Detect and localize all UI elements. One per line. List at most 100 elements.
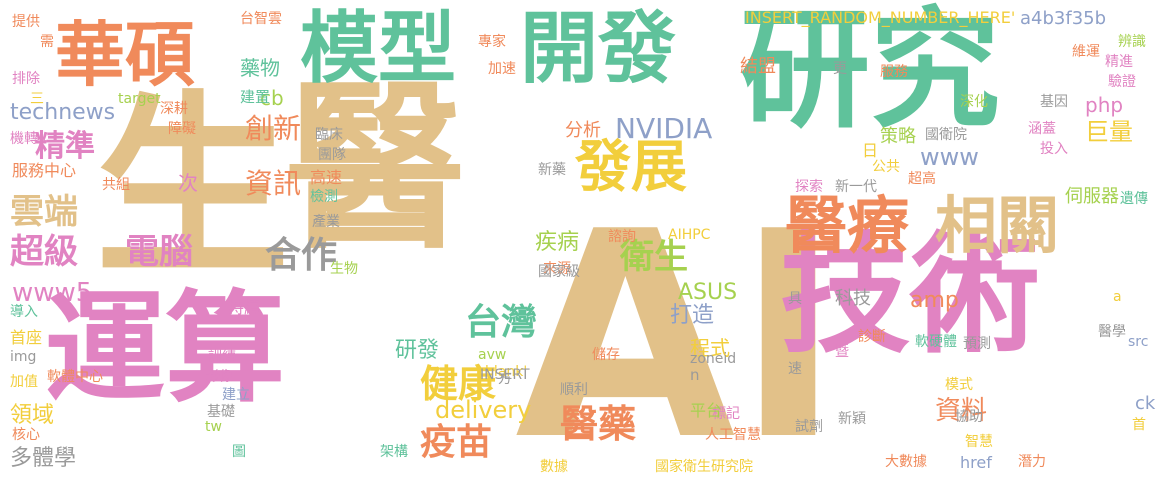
cloud-word: 具 xyxy=(788,291,802,307)
cloud-word: AI xyxy=(515,171,842,482)
cloud-word: 團隊 xyxy=(318,147,346,163)
cloud-word: 超級 xyxy=(10,232,78,272)
cloud-word: 疾病 xyxy=(535,230,580,255)
cloud-word: amp xyxy=(910,288,959,313)
cloud-word: php xyxy=(1085,93,1124,117)
cloud-word: img xyxy=(10,349,37,365)
cloud-word: 核心 xyxy=(12,427,40,443)
cloud-word: 協助 xyxy=(955,409,983,425)
cloud-word: 影像 xyxy=(205,369,233,385)
cloud-word: a4b3f35b xyxy=(1020,8,1107,29)
cloud-word: 試劑 xyxy=(795,419,823,435)
cloud-word: www5 xyxy=(12,278,93,308)
cloud-word: 開發 xyxy=(520,4,677,94)
cloud-word: 軟硬體 xyxy=(915,334,957,350)
cloud-word: NVIDIA xyxy=(615,112,713,145)
cloud-word: 研究 xyxy=(740,0,1001,146)
cloud-word: 探索 xyxy=(795,179,823,195)
cloud-word: technews xyxy=(10,100,116,125)
cloud-word: 伺服器 xyxy=(1065,186,1119,207)
cloud-word: 國家級 xyxy=(538,264,580,280)
cloud-word: www xyxy=(920,143,979,171)
cloud-word: 服務中心 xyxy=(12,161,77,180)
cloud-word: 架構 xyxy=(380,444,408,460)
cloud-word: 醫療 xyxy=(785,189,910,262)
cloud-word: 建立 xyxy=(222,387,250,403)
cloud-word: 新一代 xyxy=(835,179,877,195)
cloud-word: cb xyxy=(260,86,284,110)
cloud-word: 領域 xyxy=(10,403,55,428)
cloud-word: 資訊 xyxy=(245,167,302,200)
cloud-word: 速 xyxy=(788,361,802,377)
cloud-word: 超高 xyxy=(908,171,936,187)
cloud-word: 發展 xyxy=(575,135,687,200)
cloud-word: 諮詢 xyxy=(608,229,636,245)
cloud-word: 智慧 xyxy=(965,434,993,450)
cloud-word: 模式 xyxy=(945,377,973,393)
cloud-word: 訓練 xyxy=(208,349,236,365)
cloud-word: 精準 xyxy=(35,129,95,164)
cloud-word: 專家 xyxy=(478,34,506,50)
cloud-word: 維運 xyxy=(1072,44,1100,60)
cloud-word: 精進 xyxy=(1105,54,1133,70)
cloud-word: 國衛院 xyxy=(925,127,967,143)
cloud-word: 產業 xyxy=(312,214,340,230)
cloud-word: 檢測 xyxy=(310,189,338,205)
cloud-word: 首座 xyxy=(10,328,43,347)
cloud-word: 預測 xyxy=(963,336,991,352)
cloud-word: 提供 xyxy=(12,14,40,30)
cloud-word: 來源 xyxy=(543,261,571,277)
cloud-word: 台智雲 xyxy=(240,11,282,27)
cloud-word: 公共 xyxy=(872,159,900,175)
cloud-word: 辨識 xyxy=(1118,34,1146,50)
cloud-word: 驗證 xyxy=(1108,74,1136,90)
cloud-word: src xyxy=(1128,334,1149,350)
cloud-word: 順利 xyxy=(560,382,588,398)
cloud-word: 人工智慧 xyxy=(705,427,761,443)
cloud-word: 國家衛生研究院 xyxy=(655,459,753,475)
cloud-word: 生 xyxy=(95,74,290,301)
cloud-word: _blank' xyxy=(478,364,528,380)
cloud-word: 數據 xyxy=(540,459,568,475)
cloud-word: n xyxy=(690,366,700,384)
cloud-word: 暨 xyxy=(835,344,849,360)
cloud-word: 圖 xyxy=(232,444,246,460)
cloud-word: ASUS xyxy=(678,280,738,305)
cloud-word: 服務 xyxy=(880,64,908,80)
cloud-word: 策略 xyxy=(880,126,916,147)
cloud-word: 日 xyxy=(862,141,879,160)
cloud-word: 基礎 xyxy=(207,404,235,420)
cloud-word: 臨床 xyxy=(315,127,343,143)
cloud-word: avw xyxy=(478,347,507,363)
cloud-word: 藥物 xyxy=(240,56,280,80)
cloud-word: 新藥 xyxy=(538,162,566,178)
cloud-word: 共組 xyxy=(102,177,130,193)
cloud-word: 機轉 xyxy=(10,131,38,147)
cloud-word: 需 xyxy=(40,34,54,50)
cloud-word: 三 xyxy=(30,91,44,107)
cloud-word: 方 xyxy=(498,371,512,387)
cloud-word: 華碩 xyxy=(55,14,195,96)
cloud-word: 排除 xyxy=(12,71,40,87)
cloud-word: 高速 xyxy=(310,168,343,187)
cloud-word: 投入 xyxy=(1040,141,1068,157)
cloud-word: 遺傳 xyxy=(1120,191,1148,207)
cloud-word: tw xyxy=(205,419,222,435)
cloud-word: 大數據 xyxy=(885,454,927,470)
cloud-word: 生物 xyxy=(330,261,358,277)
cloud-word: 深耕 xyxy=(160,101,188,117)
cloud-word: 標記 xyxy=(712,406,740,422)
cloud-word: 研發 xyxy=(395,338,440,363)
cloud-word: 巨量 xyxy=(1085,118,1133,146)
cloud-word: a xyxy=(1113,289,1122,305)
cloud-word: 加值 xyxy=(10,374,38,390)
cloud-word: 潛力 xyxy=(1018,454,1046,470)
cloud-word: 醫藥 xyxy=(560,402,637,446)
cloud-word: zoneid xyxy=(690,351,737,367)
cloud-word: 醫 xyxy=(285,65,466,274)
cloud-word: 涵蓋 xyxy=(1028,121,1056,137)
cloud-word: 分析 xyxy=(565,120,601,141)
cloud-word: 建置 xyxy=(240,88,271,106)
cloud-word: AIHPC xyxy=(668,227,711,243)
cloud-word: 雲端 xyxy=(10,192,78,232)
